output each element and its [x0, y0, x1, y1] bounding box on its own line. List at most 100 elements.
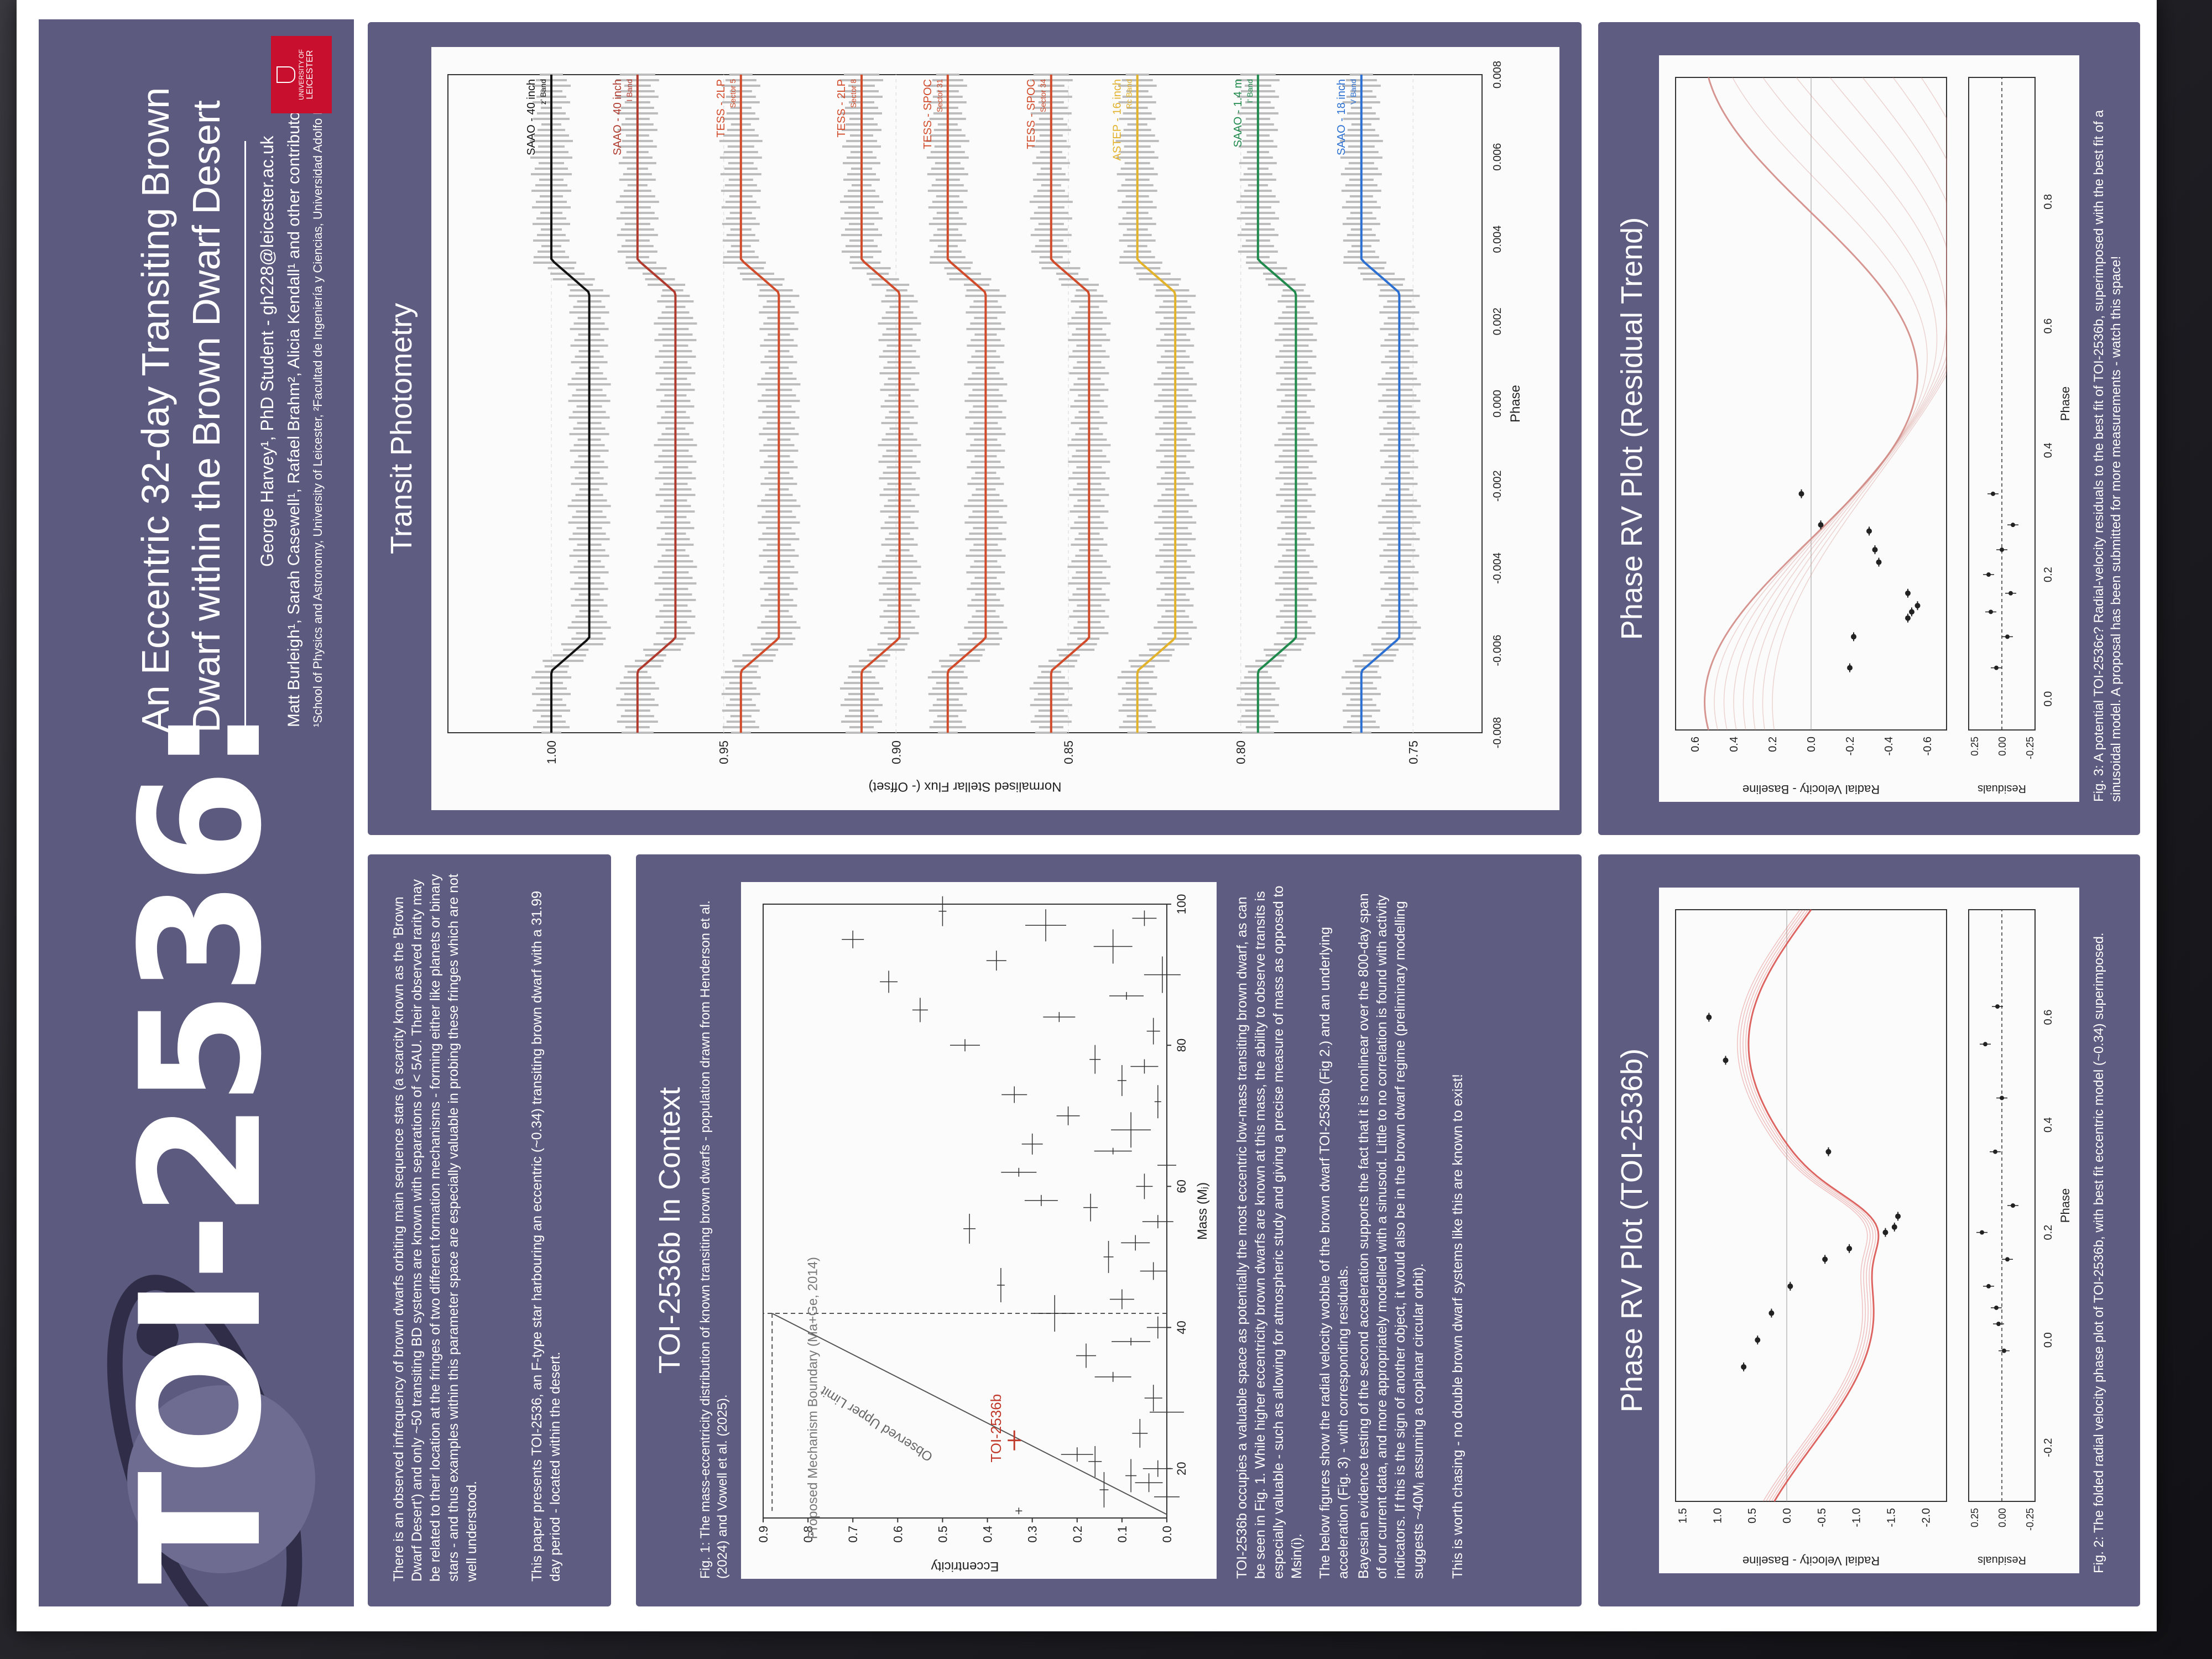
y-tick-label: -1.5 [1885, 1508, 1897, 1527]
rv-point [1825, 1149, 1832, 1155]
residual-point [1989, 609, 1993, 614]
rv-phase-chart-residual: -0.6 -0.4 -0.2 0.0 0.2 0.4 0.6 -0.25 0.00 0.25 0.0… [1675, 77, 2072, 796]
series-sublabel: V Band [1349, 79, 1358, 105]
header-band: TOI-2536: An Eccentric 32-day Transiting… [39, 19, 354, 1606]
rv-point [1818, 522, 1824, 528]
y-tick-label: 0.2 [1767, 737, 1779, 752]
residual-point [1986, 572, 1991, 577]
y-tick-label: 0.90 [889, 740, 903, 764]
authors-line2: Matt Burleigh¹, Sarah Casewell¹, Rafael … [285, 97, 303, 727]
rv-panel-1: Phase RV Plot (TOI-2536b) -2.0 -1.5 -1.0 -0… [1598, 854, 2140, 1606]
series-label: TESS - SPOC [922, 79, 934, 149]
x-tick-label: 0.8 [2042, 194, 2054, 210]
series-sublabel: Sector 34 [1039, 79, 1047, 112]
residual-point [2005, 634, 2010, 639]
residual-tick-label: 0.25 [1969, 1508, 1980, 1527]
x-tick-label: -0.002 [1491, 470, 1504, 502]
transit-title: Transit Photometry [385, 302, 418, 555]
logo-text-1: UNIVERSITY OF [298, 49, 305, 100]
y-tick-label: 0.6 [1689, 737, 1702, 752]
model-curve [1703, 77, 1919, 731]
residual-point [2000, 1095, 2004, 1100]
series-label: SAAO - 40 inch [525, 79, 538, 155]
y-tick-label: 1.5 [1677, 1508, 1689, 1524]
model-curve [1762, 77, 1947, 731]
series-label: TESS - 2LP [715, 79, 727, 138]
model-curve [1772, 77, 1947, 731]
x-axis-label: Mass (Mⱼ) [1195, 1182, 1210, 1240]
model-curve [1740, 909, 1871, 1502]
model-curve [1745, 909, 1876, 1502]
residual-frame [1968, 909, 2036, 1502]
series-label: SAAO - 1.4 m [1232, 79, 1244, 147]
fig2-caption: Fig. 2: The folded radial velocity phase… [2091, 932, 2106, 1573]
y-tick-label: 0.5 [936, 1526, 950, 1543]
poster-subtitle-line2: Dwarf within the Brown Dwarf Desert [185, 100, 228, 733]
model-curve [1733, 77, 1947, 731]
rv-point [1847, 665, 1853, 671]
rv1-box: -2.0 -1.5 -1.0 -0.5 0.0 0.5 1.0 1.5 -0.25 0.00 0.2… [1659, 888, 2079, 1573]
y-tick-label: -0.6 [1922, 737, 1934, 755]
residual-point [1995, 1004, 2000, 1009]
residual-tick-label: 0.00 [1997, 1508, 2008, 1527]
y-tick-label: 0.95 [717, 740, 731, 764]
rv-point [1846, 1245, 1853, 1251]
model-curve [1743, 77, 1947, 731]
university-logo: UNIVERSITY OF LEICESTER [271, 36, 332, 113]
rv-point [1741, 1364, 1747, 1370]
transit-model-line [1050, 75, 1091, 733]
residual-axis-label: Residuals [1978, 782, 2026, 795]
residual-tick-label: -0.25 [2025, 737, 2036, 759]
model-curve [1723, 77, 1938, 731]
series-label: TESS - 2LP [836, 79, 848, 138]
rv-panel-2: Phase RV Plot (Residual Trend) -0.6 -0.4-… [1598, 22, 2140, 835]
x-tick-label: 20 [1175, 1462, 1188, 1475]
rv-point [1787, 1283, 1793, 1289]
plot-frame [1675, 909, 1947, 1502]
series-sublabel: I Band [625, 79, 634, 101]
y-tick-label: -0.2 [1844, 737, 1856, 755]
y-tick-label: 0.2 [1071, 1526, 1084, 1543]
x-tick-label: 0.2 [2042, 1225, 2054, 1240]
x-tick-label: 0.6 [2042, 1010, 2054, 1025]
y-axis-label: Radial Velocity - Baseline [1743, 1554, 1880, 1568]
transit-box: 0.75 0.80 0.85 0.90 0.95 1.00 -0.008 -0.006 -0.0… [431, 47, 1559, 810]
y-tick-label: 0.4 [981, 1526, 995, 1543]
model-curve [1752, 77, 1947, 731]
transit-panel: Transit Photometry 0.75 0.80 0.85 0.90 0.95 1… [368, 22, 1582, 835]
logo-text-2: LEICESTER [305, 50, 315, 100]
context-paragraph-1: TOI-2536b occupies a valuable space as p… [1234, 885, 1305, 1579]
transit-model-line [1136, 75, 1177, 733]
rv-point [1866, 528, 1872, 534]
series-label: SAAO - 40 inch [612, 79, 624, 155]
transit-model-line [636, 75, 677, 733]
transit-model-line [860, 75, 901, 733]
rv-point [1822, 1256, 1828, 1262]
rv-point [1909, 609, 1914, 615]
transit-model-line [739, 75, 780, 733]
context-panel: TOI-2536b In Context Fig. 1: The mass-ec… [636, 854, 1582, 1606]
x-tick-label: 0.002 [1491, 307, 1504, 335]
model-curve [1714, 77, 1928, 731]
y-tick-label: 0.3 [1026, 1526, 1040, 1543]
fig3-caption: Fig. 3: A potential TOI-2536c? Radial-ve… [2091, 110, 2124, 802]
context-paragraph-3: Bayesian evidence testing of the second … [1356, 893, 1426, 1579]
y-tick-label: 0.8 [801, 1526, 815, 1543]
x-tick-label: 0.008 [1491, 61, 1504, 88]
rv-point [1723, 1057, 1729, 1063]
model-curve [1737, 909, 1868, 1502]
series-sublabel: I' Band [1245, 79, 1254, 103]
x-tick-label: 0.0 [2042, 1332, 2054, 1348]
rv-point [1914, 603, 1921, 609]
fig1-box: 0.0 0.1 0.2 0.3 0.4 0.5 0.6 0.7 0.8 0.9 20 40 60 80 10… [741, 882, 1217, 1579]
x-axis-label: Phase [2058, 1188, 2072, 1223]
plot-frame [763, 904, 1167, 1519]
planet-decoration [107, 1275, 315, 1606]
y-tick-label: -1.0 [1851, 1508, 1863, 1527]
x-tick-label: 0.004 [1491, 225, 1504, 253]
x-tick-label: 0.000 [1491, 390, 1504, 418]
y-tick-label: 0.85 [1062, 740, 1076, 764]
context-paragraph-2: The below figures show the radial veloci… [1317, 927, 1351, 1579]
x-tick-label: 0.4 [2042, 1117, 2054, 1133]
transit-model-line [550, 75, 591, 733]
